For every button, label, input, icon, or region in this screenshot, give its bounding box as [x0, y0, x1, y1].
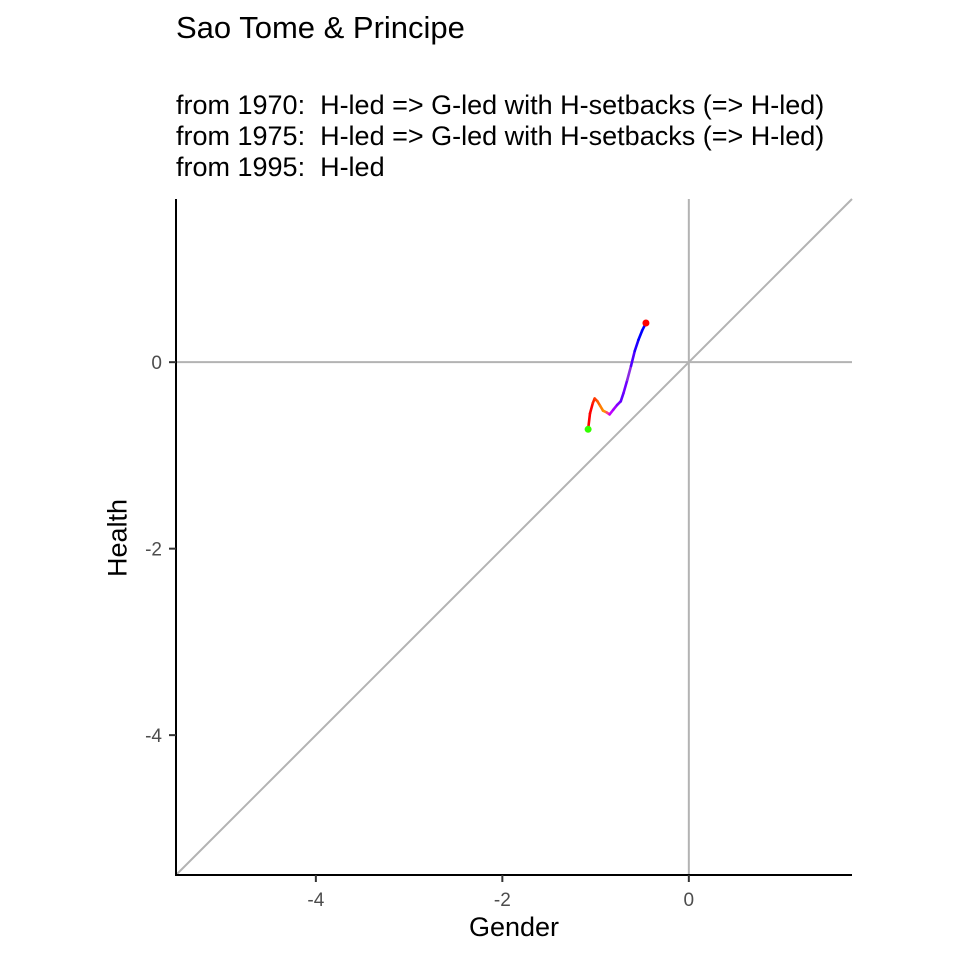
y-tick-label: -4	[145, 726, 162, 747]
trajectory-segment	[622, 378, 629, 395]
trajectory-segment	[588, 401, 595, 415]
diagonal-line	[175, 198, 853, 876]
trajectory-segment	[619, 391, 625, 403]
subtitle-line: from 1975: H-led => G-led with H-setback…	[176, 121, 825, 151]
subtitle-line: from 1970: H-led => G-led with H-setback…	[176, 90, 825, 120]
end-point	[642, 319, 650, 327]
trajectory-segment	[633, 338, 640, 353]
y-tick-label: 0	[151, 353, 162, 374]
trajectory	[584, 319, 650, 433]
subtitle-line: from 1995: H-led	[176, 152, 385, 182]
x-tick-label: 0	[684, 890, 695, 911]
trajectory-segment	[629, 349, 637, 368]
x-tick-label: -4	[307, 890, 324, 911]
start-point	[584, 425, 592, 433]
y-tick-label: -2	[145, 540, 162, 561]
trajectory-segment	[637, 329, 644, 342]
x-axis-label: Gender	[468, 912, 560, 942]
trajectory-segment	[625, 364, 633, 382]
reference-lines	[175, 198, 853, 876]
chart-subtitle: from 1970: H-led => G-led with H-setback…	[176, 90, 824, 183]
x-tick-label: -2	[494, 890, 511, 911]
chart-title: Sao Tome & Principe	[176, 10, 465, 45]
y-axis-label: Health	[102, 498, 133, 578]
axes: -4 -2 0 -4 -2 0	[145, 199, 852, 911]
